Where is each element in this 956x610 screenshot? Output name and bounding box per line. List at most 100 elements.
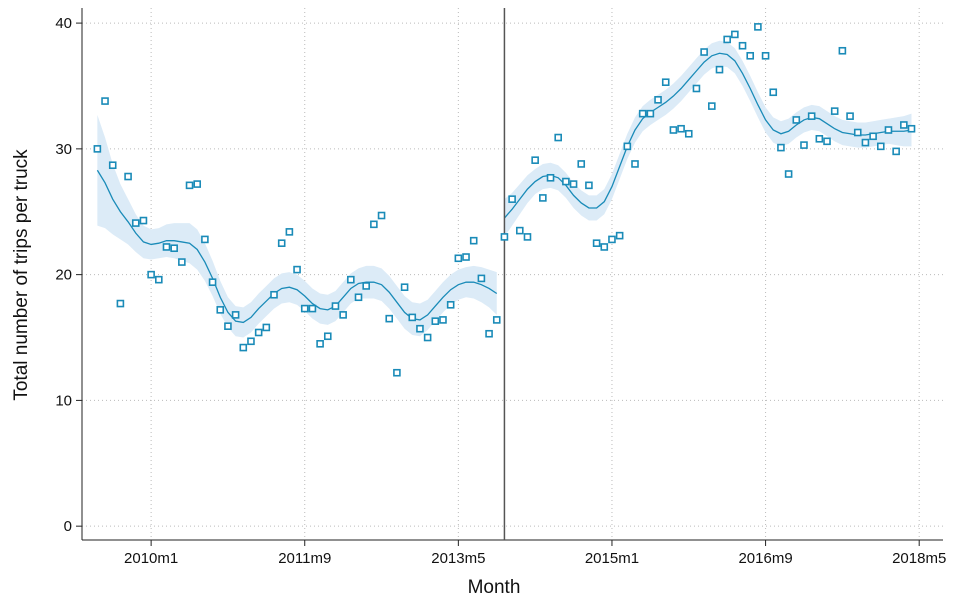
data-point — [815, 134, 824, 143]
x-tick-label: 2011m9 — [278, 550, 331, 567]
data-point — [861, 138, 870, 147]
data-point — [708, 102, 716, 110]
data-point — [830, 107, 839, 115]
data-point — [838, 46, 847, 55]
data-point — [147, 270, 155, 279]
data-point — [531, 156, 539, 164]
data-point — [492, 316, 501, 324]
data-point — [185, 181, 194, 190]
data-point — [231, 311, 240, 319]
data-point — [224, 322, 232, 330]
data-point — [439, 316, 447, 324]
data-point — [554, 133, 562, 142]
data-point — [623, 142, 632, 151]
data-point — [477, 274, 486, 283]
data-point — [761, 51, 770, 60]
data-point — [800, 141, 808, 149]
data-point — [239, 343, 248, 352]
data-point — [546, 173, 555, 182]
data-point — [661, 78, 670, 87]
data-point — [869, 132, 877, 141]
data-point — [247, 337, 255, 346]
data-point — [285, 228, 294, 236]
data-point — [385, 314, 394, 323]
data-point — [362, 282, 370, 290]
data-point — [485, 329, 493, 338]
data-point — [216, 306, 225, 314]
data-point — [393, 368, 401, 377]
data-point — [669, 126, 678, 134]
data-point — [792, 116, 801, 124]
data-point — [323, 332, 332, 341]
y-tick-label: 30 — [55, 141, 72, 158]
data-point — [692, 84, 701, 93]
data-point — [600, 243, 609, 251]
data-point — [208, 278, 217, 286]
data-point — [907, 124, 916, 133]
data-point — [500, 233, 509, 241]
x-axis-title: Month — [468, 577, 521, 598]
data-point — [331, 302, 340, 310]
data-point — [308, 304, 317, 313]
data-point — [723, 35, 731, 44]
data-point — [746, 51, 755, 60]
data-point — [454, 254, 463, 263]
data-point — [446, 301, 455, 309]
data-point — [431, 317, 440, 325]
data-point — [293, 265, 301, 274]
data-point — [577, 160, 586, 168]
y-tick-label: 20 — [55, 267, 72, 284]
data-point — [654, 96, 662, 104]
data-point — [178, 258, 186, 266]
data-point — [853, 128, 862, 137]
data-point — [569, 180, 578, 188]
data-point — [846, 112, 854, 120]
data-point — [638, 109, 647, 118]
data-point — [400, 283, 409, 292]
data-point — [562, 177, 570, 186]
y-axis-title: Total number of trips per truck — [11, 149, 32, 401]
data-point — [523, 233, 532, 241]
data-point — [615, 231, 624, 240]
data-point — [201, 235, 209, 244]
data-point — [254, 328, 263, 337]
y-tick-label: 10 — [55, 392, 72, 409]
data-point — [631, 160, 639, 168]
data-point — [131, 219, 140, 227]
data-point — [592, 239, 601, 247]
data-point — [377, 211, 386, 220]
data-point — [608, 235, 616, 244]
data-point — [508, 195, 516, 203]
data-point — [807, 112, 816, 120]
data-point — [270, 290, 278, 299]
data-point — [738, 41, 747, 50]
x-tick-label: 2013m5 — [431, 550, 485, 567]
data-point — [170, 244, 178, 253]
data-point — [370, 220, 378, 229]
y-tick-label: 0 — [64, 518, 72, 535]
data-point — [101, 97, 109, 105]
fit-line — [503, 52, 912, 219]
data-point — [715, 65, 724, 74]
data-point — [416, 324, 424, 333]
data-point — [876, 142, 885, 151]
data-point — [423, 333, 432, 342]
y-tick-label: 40 — [55, 15, 72, 32]
data-point — [108, 161, 117, 170]
data-point — [300, 304, 309, 313]
data-point — [262, 323, 271, 332]
data-point — [515, 226, 524, 235]
confidence-band — [504, 40, 912, 237]
data-point — [539, 194, 547, 202]
data-point — [339, 311, 347, 319]
data-point — [93, 145, 102, 153]
data-point — [469, 236, 478, 245]
data-point — [731, 30, 739, 39]
data-point — [884, 126, 893, 134]
data-point — [139, 216, 148, 225]
x-tick-label: 2018m5 — [892, 550, 946, 567]
data-point — [769, 88, 778, 97]
data-point — [155, 275, 163, 284]
